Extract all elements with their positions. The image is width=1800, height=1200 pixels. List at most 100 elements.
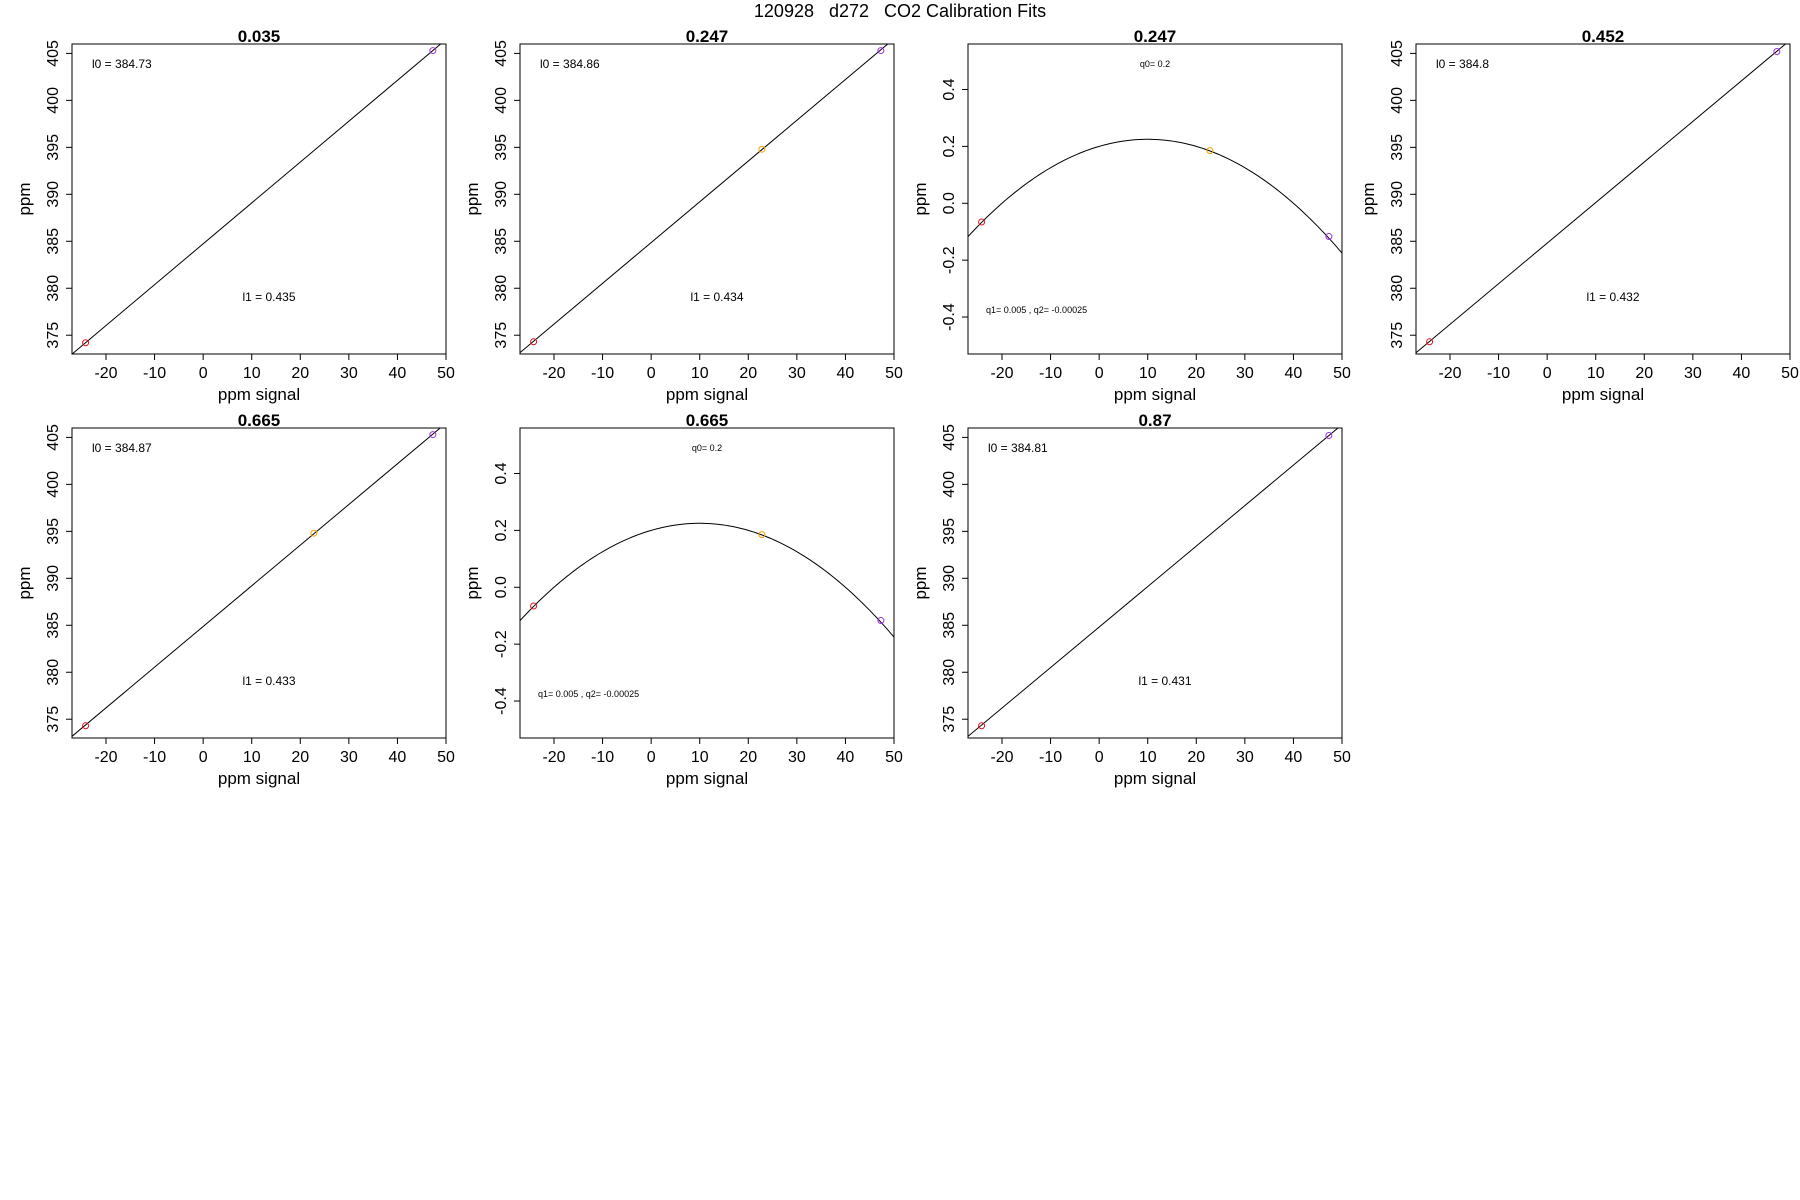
y-tick-label: 405	[1389, 40, 1406, 67]
x-tick-label: -20	[990, 749, 1013, 766]
y-tick-label: 0.0	[941, 192, 958, 214]
plot-area	[968, 428, 1339, 737]
x-tick-label: 40	[389, 749, 407, 766]
x-tick-label: 0	[647, 749, 656, 766]
slope-annotation: l1 = 0.433	[242, 674, 295, 688]
plot-area	[520, 44, 889, 354]
data-point	[310, 529, 318, 537]
y-tick-label: 0.0	[493, 576, 510, 598]
x-tick-label: 20	[739, 365, 757, 382]
data-point	[978, 218, 986, 226]
y-axis-label: ppm	[911, 182, 930, 215]
fit-curve	[520, 522, 894, 638]
x-tick-label: 40	[389, 365, 407, 382]
y-tick-label: 375	[45, 706, 62, 733]
y-axis-label: ppm	[15, 182, 34, 215]
plot-frame	[1415, 43, 1791, 355]
y-tick-label: 385	[1389, 228, 1406, 255]
chart-panel-5: 0.665 -20 -10 0 10 20 30 40 50 ppm signal 375 380 38…	[15, 411, 455, 788]
x-tick-label: -10	[591, 365, 614, 382]
x-tick-label: 20	[1635, 365, 1653, 382]
chart-title: 0.452	[1582, 27, 1625, 46]
y-tick-label: 405	[45, 424, 62, 451]
fit-line	[72, 44, 442, 354]
y-tick-label: 375	[1389, 322, 1406, 349]
x-tick-label: 20	[1187, 365, 1205, 382]
x-tick-label: 50	[1333, 749, 1351, 766]
y-axis-label: ppm	[463, 566, 482, 599]
y-tick-label: 380	[941, 659, 958, 686]
x-tick-label: 40	[1285, 365, 1303, 382]
y-axis-label: ppm	[1359, 182, 1378, 215]
x-tick-label: -20	[990, 365, 1013, 382]
x-axis-label: ppm signal	[1114, 385, 1196, 404]
intercept-annotation: l0 = 384.87	[92, 441, 152, 455]
y-tick-label: 400	[941, 471, 958, 498]
q1-q2-annotation: q1= 0.005 , q2= -0.00025	[986, 305, 1087, 315]
x-tick-label: 40	[1285, 749, 1303, 766]
chart-panel-3: 0.247 -20 -10 0 10 20 30 40 50 ppm signal -0.4 -0.2…	[911, 27, 1351, 404]
x-tick-label: 10	[1587, 365, 1605, 382]
x-tick-label: -20	[1438, 365, 1461, 382]
fit-line	[968, 428, 1339, 737]
x-tick-label: 20	[739, 749, 757, 766]
chart-panel-6: 0.665 -20 -10 0 10 20 30 40 50 ppm signal -0.4 -0.2…	[463, 411, 903, 788]
data-point	[758, 145, 766, 153]
y-tick-label: 385	[941, 612, 958, 639]
plot-area	[520, 522, 894, 638]
slope-annotation: l1 = 0.435	[242, 290, 295, 304]
x-axis-label: ppm signal	[666, 769, 748, 788]
q0-annotation: q0= 0.2	[692, 443, 722, 453]
y-tick-label: 0.4	[493, 462, 510, 484]
data-point	[1325, 432, 1333, 440]
y-tick-label: 390	[941, 565, 958, 592]
x-axis-label: ppm signal	[666, 385, 748, 404]
data-point	[1773, 48, 1781, 56]
y-tick-label: 375	[941, 706, 958, 733]
x-tick-label: -20	[94, 365, 117, 382]
y-tick-label: 400	[45, 87, 62, 114]
y-tick-label: 385	[45, 612, 62, 639]
x-tick-label: 0	[1543, 365, 1552, 382]
x-tick-label: 30	[340, 749, 358, 766]
y-axis-label: ppm	[463, 182, 482, 215]
y-tick-label: 0.2	[493, 519, 510, 541]
x-tick-label: -10	[1039, 749, 1062, 766]
fit-curve	[968, 138, 1342, 254]
intercept-annotation: l0 = 384.8	[1436, 57, 1489, 71]
plot-frame	[71, 427, 447, 739]
y-tick-label: -0.4	[493, 687, 510, 715]
x-tick-label: -10	[1487, 365, 1510, 382]
intercept-annotation: l0 = 384.73	[92, 57, 152, 71]
y-tick-label: 385	[45, 228, 62, 255]
x-tick-label: 0	[199, 365, 208, 382]
chart-panel-1: 0.035 -20 -10 0 10 20 30 40 50 ppm signal 375 380 38…	[15, 27, 455, 404]
x-tick-label: 10	[691, 749, 709, 766]
plot-area	[968, 138, 1342, 254]
chart-title: 0.247	[1134, 27, 1177, 46]
data-point	[429, 47, 437, 55]
y-tick-label: 395	[45, 518, 62, 545]
x-tick-label: 20	[1187, 749, 1205, 766]
chart-panel-7: 0.87 -20 -10 0 10 20 30 40 50 ppm signal 375 380 385…	[911, 411, 1351, 788]
y-tick-label: 375	[45, 322, 62, 349]
data-point	[978, 722, 986, 730]
data-point	[1325, 233, 1333, 241]
y-tick-label: 380	[493, 275, 510, 302]
x-tick-label: 0	[199, 749, 208, 766]
x-tick-label: 50	[885, 749, 903, 766]
x-tick-label: 30	[1236, 749, 1254, 766]
data-point	[530, 338, 538, 346]
y-tick-label: 390	[45, 181, 62, 208]
data-point	[530, 602, 538, 610]
y-tick-label: 375	[493, 322, 510, 349]
x-tick-label: 0	[1095, 365, 1104, 382]
x-tick-label: 30	[788, 365, 806, 382]
chart-title: 0.247	[686, 27, 729, 46]
x-tick-label: 10	[691, 365, 709, 382]
y-tick-label: 390	[1389, 181, 1406, 208]
chart-panel-4: 0.452 -20 -10 0 10 20 30 40 50 ppm signal 375 380 38…	[1359, 27, 1799, 404]
y-tick-label: 390	[45, 565, 62, 592]
y-tick-label: 395	[941, 518, 958, 545]
q1-q2-annotation: q1= 0.005 , q2= -0.00025	[538, 689, 639, 699]
